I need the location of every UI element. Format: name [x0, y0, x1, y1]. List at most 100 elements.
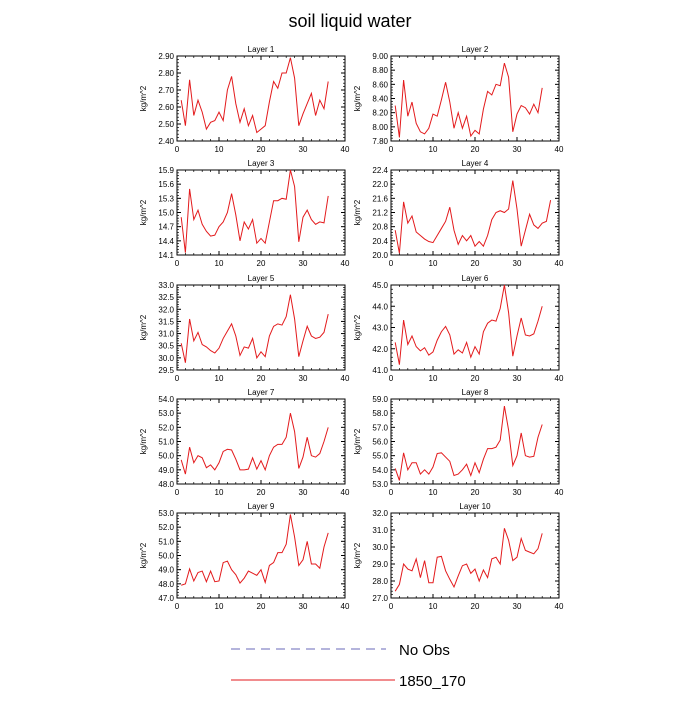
- y-tick-label: 48.0: [158, 580, 174, 589]
- y-axis-label: kg/m^2: [353, 314, 362, 340]
- y-tick-label: 42.0: [372, 345, 388, 354]
- y-axis-label: kg/m^2: [139, 542, 148, 568]
- y-axis-label: kg/m^2: [139, 428, 148, 454]
- legend-label-1850-170: 1850_170: [399, 673, 466, 690]
- plot-frame: [176, 55, 346, 142]
- x-tick-label: 0: [175, 145, 180, 154]
- plot-frame: [390, 169, 560, 256]
- legend: No Obs 1850_170: [231, 642, 466, 690]
- series-line-1850-170: [180, 169, 329, 253]
- y-tick-label: 21.2: [372, 209, 388, 218]
- y-tick-label: 28.0: [372, 577, 388, 586]
- panel-title: Layer 5: [248, 274, 275, 283]
- x-tick-label: 20: [471, 259, 480, 268]
- y-tick-label: 29.0: [372, 560, 388, 569]
- plot-frame: [390, 284, 560, 371]
- x-tick-label: 20: [471, 374, 480, 383]
- x-tick-label: 0: [175, 488, 180, 497]
- y-tick-label: 2.80: [158, 69, 174, 78]
- x-tick-label: 40: [341, 259, 350, 268]
- x-tick-label: 10: [215, 145, 224, 154]
- y-tick-label: 58.0: [372, 409, 388, 418]
- y-tick-label: 2.70: [158, 86, 174, 95]
- y-tick-label: 8.80: [372, 66, 388, 75]
- y-tick-label: 53.0: [158, 509, 174, 518]
- y-tick-label: 15.3: [158, 194, 174, 203]
- y-tick-label: 20.8: [372, 223, 388, 232]
- y-tick-label: 45.0: [372, 281, 388, 290]
- x-tick-label: 40: [555, 602, 564, 611]
- panel-layer-10: Layer 10 kg/m^2 0 10 20 30 40 27.0 28.0 29.0 30.0 3…: [353, 502, 564, 611]
- y-axis-label: kg/m^2: [353, 428, 362, 454]
- panel-layer-4: Layer 4 kg/m^2 0 10 20 30 40 20.0 20.4 20.8 21.2 21…: [353, 159, 564, 268]
- plot-frame: [390, 512, 560, 599]
- y-tick-label: 29.5: [158, 366, 174, 375]
- x-tick-label: 10: [215, 374, 224, 383]
- x-tick-label: 20: [257, 374, 266, 383]
- x-tick-label: 20: [257, 145, 266, 154]
- panel-title: Layer 8: [462, 388, 489, 397]
- x-tick-label: 20: [471, 145, 480, 154]
- y-tick-label: 15.9: [158, 166, 174, 175]
- series-line-1850-170: [394, 405, 543, 481]
- x-tick-label: 30: [513, 259, 522, 268]
- y-axis-label: kg/m^2: [139, 199, 148, 225]
- x-tick-label: 10: [215, 488, 224, 497]
- x-tick-label: 40: [555, 488, 564, 497]
- y-tick-label: 22.4: [372, 166, 388, 175]
- x-tick-label: 10: [429, 259, 438, 268]
- panel-title: Layer 10: [459, 502, 491, 511]
- x-tick-label: 30: [299, 259, 308, 268]
- panel-layer-6: Layer 6 kg/m^2 0 10 20 30 40 41.0 42.0 43.0 44.0 45…: [353, 274, 564, 383]
- plot-frame: [176, 284, 346, 371]
- x-tick-label: 40: [341, 374, 350, 383]
- x-tick-label: 40: [555, 145, 564, 154]
- x-tick-label: 20: [257, 259, 266, 268]
- series-line-1850-170: [180, 413, 329, 475]
- y-axis-label: kg/m^2: [139, 314, 148, 340]
- series-line-1850-170: [394, 180, 552, 254]
- x-tick-label: 0: [175, 374, 180, 383]
- x-tick-label: 40: [341, 602, 350, 611]
- plot-frame: [176, 512, 346, 599]
- series-line-1850-170: [394, 528, 543, 592]
- panel-layer-2: Layer 2 kg/m^2 0 10 20 30 40 7.80 8.00 8.20 8.40 8.…: [353, 45, 564, 154]
- panel-layer-7: Layer 7 kg/m^2 0 10 20 30 40 48.0 49.0 50.0 51.0 52…: [139, 388, 350, 497]
- y-tick-label: 53.0: [372, 480, 388, 489]
- y-tick-label: 14.4: [158, 237, 174, 246]
- y-tick-label: 20.4: [372, 237, 388, 246]
- y-tick-label: 14.1: [158, 251, 174, 260]
- y-tick-label: 15.6: [158, 180, 174, 189]
- x-tick-label: 0: [389, 374, 394, 383]
- y-tick-label: 8.40: [372, 95, 388, 104]
- x-tick-label: 20: [257, 488, 266, 497]
- panel-title: Layer 2: [462, 45, 489, 54]
- x-tick-label: 0: [389, 145, 394, 154]
- y-tick-label: 7.80: [372, 137, 388, 146]
- y-tick-label: 59.0: [372, 395, 388, 404]
- y-tick-label: 43.0: [372, 324, 388, 333]
- y-tick-label: 54.0: [372, 466, 388, 475]
- y-tick-label: 32.0: [158, 305, 174, 314]
- y-tick-label: 9.00: [372, 52, 388, 61]
- y-tick-label: 31.0: [372, 526, 388, 535]
- y-tick-label: 51.0: [158, 438, 174, 447]
- y-tick-label: 21.6: [372, 194, 388, 203]
- x-tick-label: 30: [299, 602, 308, 611]
- x-tick-label: 10: [429, 374, 438, 383]
- y-tick-label: 22.0: [372, 180, 388, 189]
- x-tick-label: 30: [299, 488, 308, 497]
- plot-frame: [390, 55, 560, 142]
- series-line-1850-170: [180, 57, 329, 134]
- y-tick-label: 41.0: [372, 366, 388, 375]
- y-tick-label: 14.7: [158, 223, 174, 232]
- panel-title: Layer 3: [248, 159, 275, 168]
- panel-layer-5: Layer 5 kg/m^2 0 10 20 30 40 29.5 30.0 30.5 31.0 31…: [139, 274, 350, 383]
- y-tick-label: 2.40: [158, 137, 174, 146]
- y-tick-label: 8.60: [372, 80, 388, 89]
- panel-title: Layer 9: [248, 502, 275, 511]
- y-tick-label: 52.0: [158, 423, 174, 432]
- y-tick-label: 31.0: [158, 330, 174, 339]
- y-axis-label: kg/m^2: [353, 85, 362, 111]
